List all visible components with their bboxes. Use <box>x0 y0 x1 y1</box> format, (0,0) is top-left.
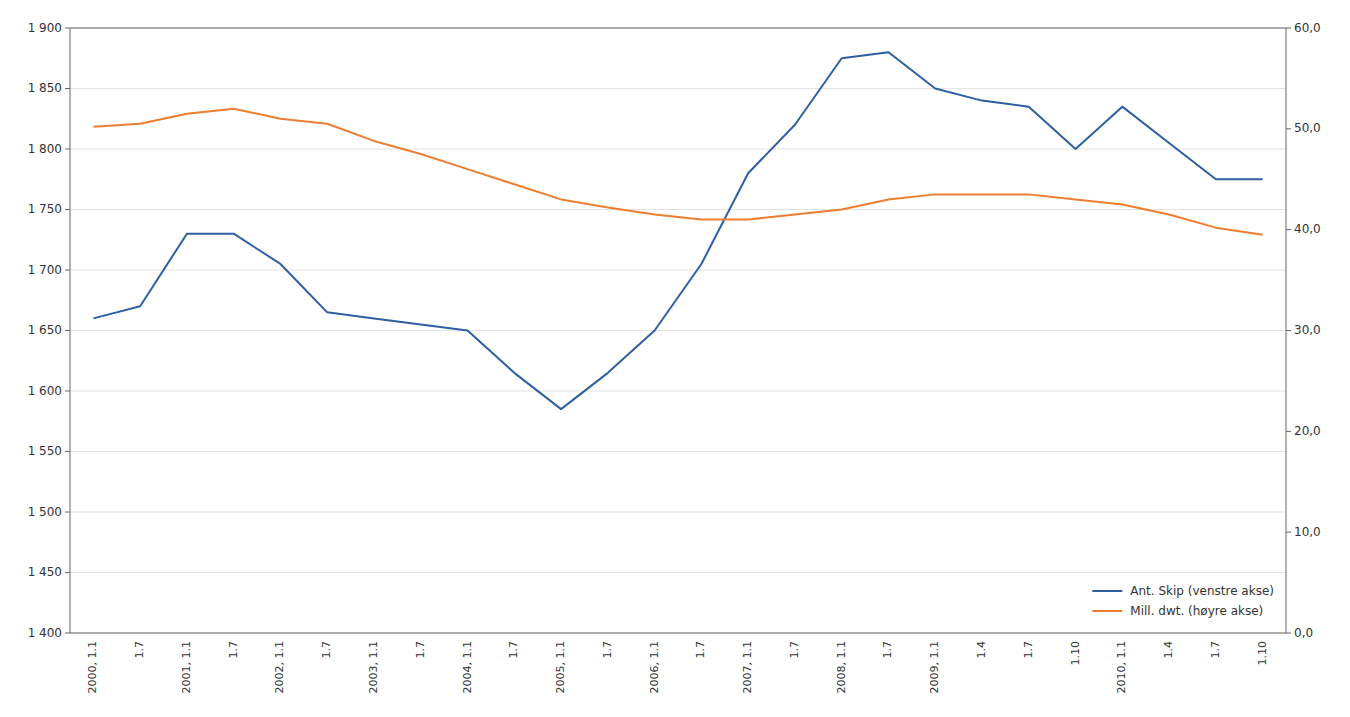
tick-label: 1 900 <box>28 21 62 35</box>
tick-label: 1 750 <box>28 202 62 216</box>
tick-mark <box>1286 229 1291 230</box>
tick-label: 1.4 <box>975 641 988 659</box>
tick-label: 1 700 <box>28 263 62 277</box>
tick-label: 1 550 <box>28 444 62 458</box>
tick-label: 2001, 1.1 <box>180 641 193 693</box>
tick-mark <box>65 451 70 452</box>
legend: Ant. Skip (venstre akse) Mill. dwt. (høyr… <box>1092 584 1274 618</box>
series-line <box>93 109 1262 235</box>
tick-label: 1.7 <box>1209 641 1222 659</box>
grid-line <box>70 149 1286 150</box>
tick-label: 50,0 <box>1294 121 1321 135</box>
tick-label: 2002, 1.1 <box>273 641 286 693</box>
tick-mark <box>65 330 70 331</box>
tick-mark <box>1286 330 1291 331</box>
series-group <box>93 52 1262 409</box>
tick-mark <box>65 391 70 392</box>
tick-mark <box>65 28 70 29</box>
tick-mark <box>65 209 70 210</box>
axes: 1 400 1 450 1 500 1 550 1 600 1 650 1 700 1 750… <box>28 21 1321 694</box>
tick-mark <box>65 88 70 89</box>
tick-label: 2008, 1.1 <box>835 641 848 693</box>
tick-label: 1.7 <box>227 641 240 659</box>
grid-line <box>70 88 1286 89</box>
tick-mark <box>65 572 70 573</box>
tick-label: 2009, 1.1 <box>928 641 941 693</box>
tick-label: 1 850 <box>28 81 62 95</box>
legend-swatch <box>1092 590 1122 592</box>
tick-label: 1.7 <box>694 641 707 659</box>
tick-label: 0,0 <box>1294 626 1313 640</box>
tick-label: 2006, 1.1 <box>648 641 661 693</box>
tick-mark <box>65 149 70 150</box>
axis-line <box>70 28 71 633</box>
tick-mark <box>65 512 70 513</box>
legend-label: Ant. Skip (venstre akse) <box>1130 584 1274 598</box>
tick-mark <box>65 270 70 271</box>
tick-label: 60,0 <box>1294 21 1321 35</box>
grid-line <box>70 330 1286 331</box>
tick-label: 1 450 <box>28 565 62 579</box>
tick-label: 2007, 1.1 <box>741 641 754 693</box>
tick-label: 2010, 1.1 <box>1115 641 1128 693</box>
tick-label: 1.7 <box>133 641 146 659</box>
grid-line <box>70 209 1286 210</box>
tick-label: 1.7 <box>507 641 520 659</box>
tick-mark <box>1286 128 1291 129</box>
tick-label: 1.7 <box>788 641 801 659</box>
grid-line <box>70 633 1286 634</box>
tick-label: 1 650 <box>28 323 62 337</box>
tick-label: 2004, 1.1 <box>461 641 474 693</box>
legend-swatch <box>1092 610 1122 612</box>
legend-label: Mill. dwt. (høyre akse) <box>1130 604 1263 618</box>
tick-label: 1.7 <box>1022 641 1035 659</box>
tick-label: 1 800 <box>28 142 62 156</box>
tick-label: 1 500 <box>28 505 62 519</box>
tick-label: 1.10 <box>1256 641 1269 666</box>
tick-label: 2005, 1.1 <box>554 641 567 693</box>
tick-label: 2003, 1.1 <box>367 641 380 693</box>
axis-line <box>70 633 1286 634</box>
tick-mark <box>1286 28 1291 29</box>
tick-label: 1.7 <box>601 641 614 659</box>
grid-line <box>70 572 1286 573</box>
axis-line <box>1286 28 1287 633</box>
tick-label: 1.7 <box>414 641 427 659</box>
tick-label: 1.7 <box>881 641 894 659</box>
tick-label: 30,0 <box>1294 323 1321 337</box>
tick-label: 1 600 <box>28 384 62 398</box>
tick-mark <box>1286 431 1291 432</box>
grid-line <box>70 28 1286 29</box>
chart: 1 400 1 450 1 500 1 550 1 600 1 650 1 700 1 750… <box>0 0 1350 717</box>
tick-mark <box>1286 532 1291 533</box>
tick-label: 1.10 <box>1069 641 1082 666</box>
grid-line <box>70 451 1286 452</box>
grid <box>70 28 1286 633</box>
tick-label: 10,0 <box>1294 525 1321 539</box>
grid-line <box>70 391 1286 392</box>
grid-line <box>70 270 1286 271</box>
tick-label: 1.4 <box>1162 641 1175 659</box>
tick-mark <box>65 633 70 634</box>
tick-label: 1.7 <box>320 641 333 659</box>
tick-label: 40,0 <box>1294 222 1321 236</box>
series-line <box>93 52 1262 409</box>
grid-line <box>70 512 1286 513</box>
axis-line <box>70 28 1286 29</box>
tick-label: 2000, 1.1 <box>86 641 99 693</box>
tick-mark <box>1286 633 1291 634</box>
tick-label: 1 400 <box>28 626 62 640</box>
tick-label: 20,0 <box>1294 424 1321 438</box>
